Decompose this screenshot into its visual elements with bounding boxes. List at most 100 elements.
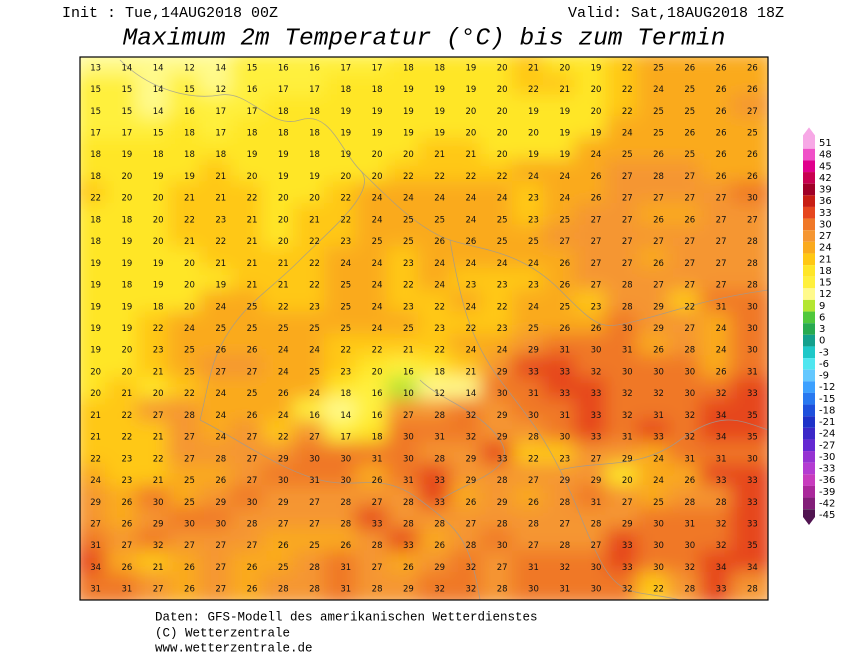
temperature-value: 25: [528, 324, 539, 334]
temperature-value: 22: [497, 172, 508, 182]
temperature-value: 26: [215, 476, 226, 486]
legend-label: 9: [819, 301, 825, 312]
temperature-value: 33: [591, 433, 602, 443]
temperature-value: 24: [622, 129, 633, 139]
temperature-value: 32: [716, 389, 727, 399]
temperature-value: 25: [278, 324, 289, 334]
temperature-value: 20: [184, 281, 195, 291]
temperature-value: 20: [622, 476, 633, 486]
temperature-value: 33: [591, 389, 602, 399]
temperature-value: 29: [528, 346, 539, 356]
temperature-value: 23: [309, 302, 320, 312]
temperature-value: 30: [653, 519, 664, 529]
legend-bar: [803, 127, 815, 525]
temperature-value: 29: [403, 585, 414, 595]
temperature-value: 27: [465, 519, 476, 529]
temperature-value: 18: [90, 215, 101, 225]
temperature-value: 26: [716, 172, 727, 182]
temperature-value: 34: [90, 563, 101, 573]
temperature-value: 23: [497, 324, 508, 334]
temperature-value: 24: [215, 411, 226, 421]
temperature-value: 19: [528, 150, 539, 160]
temperature-value: 31: [684, 454, 695, 464]
temperature-value: 21: [153, 433, 164, 443]
legend-swatch: [803, 218, 815, 231]
temperature-value: 24: [215, 302, 226, 312]
temperature-value: 26: [184, 585, 195, 595]
temperature-value: 25: [684, 85, 695, 95]
temperature-value: 20: [90, 367, 101, 377]
temperature-value: 23: [403, 259, 414, 269]
temperature-value: 26: [121, 563, 132, 573]
temperature-value: 20: [372, 367, 383, 377]
temperature-value: 33: [747, 389, 758, 399]
temperature-value: 18: [403, 63, 414, 73]
temperature-value: 28: [622, 281, 633, 291]
temperature-value: 31: [653, 411, 664, 421]
temperature-value: 33: [747, 498, 758, 508]
legend-swatch: [803, 299, 815, 312]
temperature-value: 26: [684, 129, 695, 139]
temperature-value: 14: [153, 107, 164, 117]
legend-swatch: [803, 392, 815, 405]
temperature-value: 25: [653, 63, 664, 73]
temperature-value: 28: [747, 259, 758, 269]
temperature-value: 30: [591, 346, 602, 356]
temperature-value: 26: [184, 563, 195, 573]
temperature-value: 25: [403, 237, 414, 247]
temperature-value: 24: [215, 389, 226, 399]
temperature-value: 18: [309, 129, 320, 139]
temperature-value: 27: [622, 194, 633, 204]
temperature-value: 35: [747, 433, 758, 443]
temperature-value: 30: [747, 346, 758, 356]
temperature-value: 24: [716, 346, 727, 356]
temperature-value: 29: [278, 498, 289, 508]
temperature-value: 27: [591, 215, 602, 225]
temperature-value: 27: [716, 215, 727, 225]
legend-swatch: [803, 497, 815, 510]
temperature-value: 30: [153, 498, 164, 508]
temperature-value: 17: [215, 107, 226, 117]
temperature-value: 20: [121, 367, 132, 377]
temperature-value: 20: [497, 63, 508, 73]
temperature-value: 19: [591, 129, 602, 139]
temperature-value: 20: [247, 172, 258, 182]
legend-swatch: [803, 265, 815, 277]
temperature-value: 18: [153, 302, 164, 312]
temperature-value: 21: [184, 194, 195, 204]
temperature-value: 28: [497, 519, 508, 529]
temperature-value: 27: [653, 237, 664, 247]
temperature-value: 28: [497, 476, 508, 486]
legend-label: 12: [819, 289, 832, 300]
temperature-value: 19: [372, 107, 383, 117]
temperature-value: 27: [559, 519, 570, 529]
temperature-value: 27: [184, 541, 195, 551]
temperature-value: 32: [716, 519, 727, 529]
temperature-value: 19: [403, 129, 414, 139]
temperature-value: 29: [653, 324, 664, 334]
temperature-value: 22: [90, 194, 101, 204]
temperature-value: 25: [622, 150, 633, 160]
temperature-value: 19: [559, 129, 570, 139]
temperature-value: 19: [153, 281, 164, 291]
temperature-value: 30: [559, 433, 570, 443]
legend-swatch: [803, 230, 815, 242]
temperature-value: 21: [278, 259, 289, 269]
temperature-value: 30: [622, 324, 633, 334]
legend-swatch: [803, 195, 815, 207]
temperature-value: 19: [559, 107, 570, 117]
temperature-value: 22: [278, 433, 289, 443]
temperature-value: 24: [465, 215, 476, 225]
temperature-value: 16: [184, 107, 195, 117]
temperature-value: 26: [121, 519, 132, 529]
temperature-value: 27: [559, 237, 570, 247]
temperature-value: 20: [121, 172, 132, 182]
temperature-value: 28: [215, 454, 226, 464]
temperature-value: 30: [653, 367, 664, 377]
temperature-value: 20: [372, 172, 383, 182]
temperature-value: 22: [309, 237, 320, 247]
temperature-value: 28: [340, 498, 351, 508]
temperature-value: 28: [372, 541, 383, 551]
temperature-value: 26: [434, 237, 445, 247]
temperature-value: 28: [403, 498, 414, 508]
